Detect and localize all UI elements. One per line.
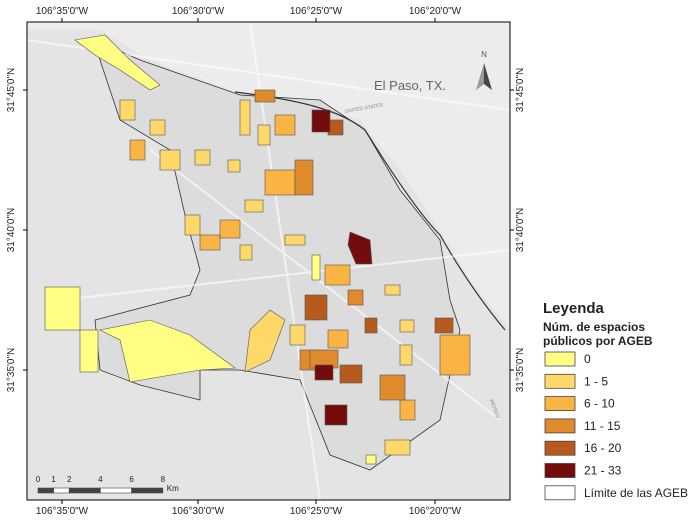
scale-label: 6: [129, 475, 134, 484]
ageb: [289, 324, 306, 346]
ageb: [274, 114, 296, 136]
legend-label: 0: [584, 352, 591, 366]
bottom-coord-label: 106°30'0"W: [172, 506, 225, 517]
ageb: [434, 317, 454, 334]
scale-segment: [68, 487, 101, 494]
legend-label: 6 - 10: [584, 397, 615, 411]
ageb: [149, 119, 166, 136]
top-coord-label: 106°30'0"W: [172, 6, 225, 17]
ageb: [74, 34, 161, 91]
ageb: [339, 364, 363, 384]
right-coord-label: 31°40'0"N: [515, 208, 526, 253]
scale-segment: [131, 487, 164, 494]
ageb: [129, 139, 146, 161]
top-coord-label: 106°35'0"W: [36, 6, 89, 17]
left-coord-label: 31°45'0"N: [6, 68, 17, 113]
ageb: [311, 109, 331, 133]
ageb: [227, 159, 241, 173]
ageb: [384, 284, 401, 296]
ageb: [194, 149, 211, 166]
right-coord-label: 31°35'0"N: [515, 348, 526, 393]
legend: Leyenda Núm. de espacios públicos por AG…: [543, 300, 688, 501]
ageb: [294, 159, 314, 196]
ageb: [257, 124, 271, 146]
map-frame: [26, 21, 511, 501]
us-area: [27, 22, 510, 330]
scale-label: 1: [51, 475, 56, 484]
bottom-coord-label: 106°35'0"W: [36, 506, 89, 517]
top-coord-label: 106°20'0"W: [409, 6, 462, 17]
north-arrow: N: [476, 50, 492, 90]
ageb: [99, 319, 236, 383]
legend-label: 1 - 5: [584, 374, 608, 388]
ageb: [184, 214, 201, 236]
ageb: [379, 374, 406, 401]
ageb: [254, 89, 276, 103]
scale-label: 8: [161, 475, 166, 484]
place-label: El Paso, TX.: [374, 78, 446, 93]
ageb: [399, 319, 415, 333]
scale-label: 2: [67, 475, 72, 484]
bottom-coord-label: 106°20'0"W: [409, 506, 462, 517]
ageb: [399, 344, 413, 366]
ageb: [44, 286, 81, 331]
ageb: [284, 234, 306, 246]
ageb: [324, 404, 348, 426]
scale-label: 0: [36, 475, 41, 484]
legend-swatch: [544, 440, 576, 456]
scale-segment: [53, 487, 70, 494]
ageb: [327, 329, 349, 349]
ageb: [244, 199, 264, 213]
legend-label: 11 - 15: [584, 419, 621, 433]
ageb: [365, 454, 377, 465]
legend-swatch: [544, 485, 576, 501]
legend-swatch: [544, 351, 576, 367]
scale-unit: Km: [167, 484, 179, 493]
legend-swatch: [544, 373, 576, 389]
legend-label: 16 - 20: [584, 441, 622, 455]
scale-label: 4: [98, 475, 103, 484]
coordinate-labels: 106°35'0"W 106°35'0"W 106°30'0"W 106°30'0"W…: [6, 6, 526, 517]
scale-segment: [100, 487, 132, 494]
ageb: [384, 439, 411, 456]
legend-label: Límite de las AGEB: [584, 486, 688, 500]
bottom-coord-label: 106°25'0"W: [290, 506, 343, 517]
ageb: [119, 99, 136, 121]
left-coord-label: 31°40'0"N: [6, 208, 17, 253]
top-coord-label: 106°25'0"W: [290, 6, 343, 17]
ageb: [311, 254, 321, 281]
ageb: [364, 317, 378, 334]
ageb: [239, 244, 253, 261]
scale-segment: [37, 487, 54, 494]
legend-subtitle: Núm. de espacios: [543, 320, 645, 334]
left-coord-label: 31°35'0"N: [6, 348, 17, 393]
ageb: [264, 169, 296, 196]
ageb: [314, 364, 334, 381]
ageb: [79, 329, 99, 373]
ageb: [399, 399, 416, 421]
legend-subtitle: públicos por AGEB: [543, 334, 653, 348]
ageb: [324, 264, 351, 286]
legend-swatch: [544, 463, 576, 478]
legend-swatch: [544, 418, 576, 434]
ageb: [347, 289, 364, 306]
ageb: [347, 231, 373, 265]
ageb: [244, 309, 286, 373]
international-border: [234, 91, 506, 331]
right-coord-label: 31°45'0"N: [515, 68, 526, 113]
ageb: [199, 234, 221, 251]
ageb: [439, 334, 471, 376]
roads: [26, 21, 511, 501]
legend-label: 21 - 33: [584, 464, 622, 478]
ageb: [304, 294, 328, 321]
ageb-polygons: [44, 34, 471, 465]
ageb: [159, 149, 181, 171]
ageb: [219, 219, 241, 239]
ageb: [239, 99, 251, 136]
north-label: N: [481, 50, 487, 59]
scale-bar: 0 1 2 4 6 8Km: [36, 475, 179, 494]
legend-title: Leyenda: [543, 300, 605, 317]
legend-swatch: [544, 396, 576, 412]
